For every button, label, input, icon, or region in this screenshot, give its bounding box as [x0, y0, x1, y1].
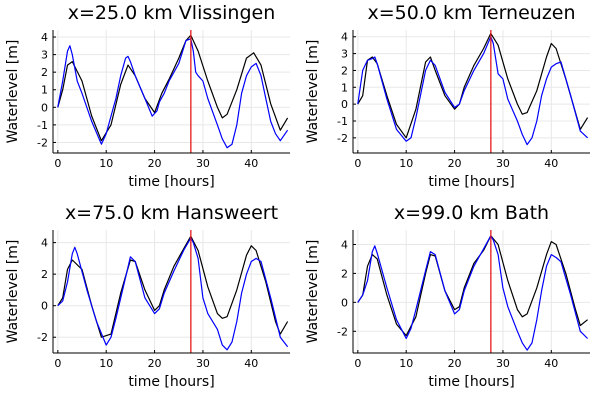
series-line-2	[357, 235, 589, 351]
y-tick-label: 4	[41, 31, 48, 44]
x-tick-label: 30	[196, 157, 210, 170]
y-axis-label: Waterlevel [m]	[305, 40, 321, 144]
series-line-1	[357, 32, 589, 139]
series-line-1	[57, 34, 289, 142]
x-tick-label: 10	[99, 157, 113, 170]
y-tick-label: 2	[341, 267, 348, 280]
x-tick-label: 20	[448, 157, 462, 170]
x-tick-label: 0	[354, 157, 361, 170]
chart-panel-1: 0 10 20 30 40 -2 -1 0 1 2 3 4 x=25.0 km Vlissingen ti…	[5, 2, 290, 190]
x-tick-label: 40	[244, 357, 258, 370]
x-axis-label: time [hours]	[128, 374, 214, 390]
y-tick-label: 0	[341, 296, 348, 309]
series-line-1	[57, 235, 289, 338]
y-tick-label: 2	[341, 64, 348, 77]
y-tick-label: 4	[41, 237, 48, 250]
y-axis-label: Waterlevel [m]	[5, 240, 21, 344]
y-tick-label: 3	[341, 48, 348, 61]
x-tick-label: 20	[148, 357, 162, 370]
x-axis-label: time [hours]	[128, 174, 214, 190]
y-axis-label: Waterlevel [m]	[305, 240, 321, 344]
y-tick-label: 4	[341, 31, 348, 44]
chart-title: x=25.0 km Vlissingen	[68, 2, 276, 24]
series-line-2	[57, 237, 289, 351]
series-line-2	[357, 36, 589, 146]
chart-panel-4: 0 10 20 30 40 -2 0 2 4 x=99.0 km Bath time [hours]…	[305, 202, 590, 390]
y-tick-label: -1	[37, 119, 48, 132]
x-tick-label: 40	[544, 157, 558, 170]
x-tick-label: 0	[354, 357, 361, 370]
y-tick-label: -1	[337, 115, 348, 128]
x-tick-label: 10	[99, 357, 113, 370]
y-tick-label: 1	[341, 81, 348, 94]
x-axis-label: time [hours]	[428, 374, 514, 390]
y-tick-label: 0	[341, 98, 348, 111]
series-line-1	[357, 235, 588, 337]
chart-panel-2: 0 10 20 30 40 -2 -1 0 1 2 3 4 x=50.0 km Terneuzen tim…	[305, 2, 590, 190]
x-tick-label: 0	[54, 157, 61, 170]
x-tick-label: 40	[244, 157, 258, 170]
chart-title: x=99.0 km Bath	[394, 202, 549, 224]
x-tick-label: 20	[148, 157, 162, 170]
x-axis-label: time [hours]	[428, 174, 514, 190]
chart-title: x=75.0 km Hansweert	[65, 202, 278, 224]
x-tick-label: 10	[399, 357, 413, 370]
series-line-2	[57, 38, 289, 149]
x-tick-label: 40	[544, 357, 558, 370]
y-tick-label: 0	[41, 300, 48, 313]
y-tick-label: 4	[341, 238, 348, 251]
chart-panel-3: 0 10 20 30 40 -2 0 2 4 x=75.0 km Hansweert time [h…	[5, 202, 290, 390]
x-tick-label: 30	[196, 357, 210, 370]
y-tick-label: 1	[41, 84, 48, 97]
x-tick-label: 30	[496, 357, 510, 370]
y-tick-label: -2	[37, 136, 48, 149]
x-tick-label: 10	[399, 157, 413, 170]
y-tick-label: 0	[41, 101, 48, 114]
x-tick-label: 20	[448, 357, 462, 370]
x-tick-label: 0	[54, 357, 61, 370]
y-tick-label: -2	[337, 132, 348, 145]
y-tick-label: -2	[37, 331, 48, 344]
y-tick-label: -2	[337, 325, 348, 338]
y-tick-label: 2	[41, 268, 48, 281]
chart-title: x=50.0 km Terneuzen	[367, 2, 575, 24]
x-tick-label: 30	[496, 157, 510, 170]
y-tick-label: 3	[41, 49, 48, 62]
y-tick-label: 2	[41, 66, 48, 79]
y-axis-label: Waterlevel [m]	[5, 40, 21, 144]
